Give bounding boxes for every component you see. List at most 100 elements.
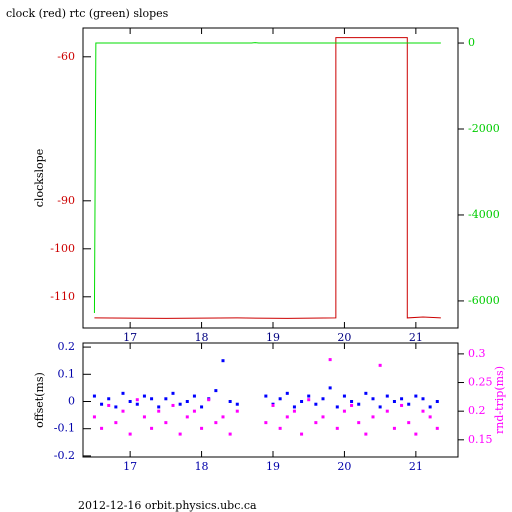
point [178, 402, 182, 406]
point [435, 426, 439, 430]
point [328, 386, 332, 390]
point [228, 399, 232, 403]
y-tick-label: -60 [57, 50, 75, 63]
x-tick-label: 18 [195, 460, 209, 473]
y2-tick-label: -4000 [468, 208, 500, 221]
x-tick-label: 20 [337, 331, 351, 344]
point [200, 426, 204, 430]
point [364, 391, 368, 395]
point [385, 409, 389, 413]
point [285, 415, 289, 419]
point [107, 403, 111, 407]
point [171, 391, 175, 395]
y2-tick-label: -2000 [468, 122, 500, 135]
point [200, 405, 204, 409]
point [157, 405, 161, 409]
point [192, 409, 196, 413]
y2-tick-label: 0.2 [468, 404, 486, 417]
point [221, 359, 225, 363]
point [278, 426, 282, 430]
y2-tick-label: 0.3 [468, 347, 486, 360]
point [121, 391, 125, 395]
point [285, 391, 289, 395]
point [314, 402, 318, 406]
point [371, 397, 375, 401]
point [385, 394, 389, 398]
x-tick-label: 21 [409, 331, 423, 344]
point [292, 405, 296, 409]
point [414, 394, 418, 398]
point [342, 394, 346, 398]
x-tick-label: 18 [195, 331, 209, 344]
y-tick-label: 0.1 [58, 367, 76, 380]
point [135, 398, 139, 402]
series-line [93, 42, 441, 313]
point [378, 405, 382, 409]
point [100, 426, 104, 430]
point [328, 358, 332, 362]
y-tick-label: 0 [68, 394, 75, 407]
y2-tick-label: 0.15 [468, 433, 493, 446]
x-tick-label: 19 [266, 331, 280, 344]
point [342, 409, 346, 413]
point [335, 405, 339, 409]
point [178, 432, 182, 436]
point [428, 415, 432, 419]
point [192, 394, 196, 398]
chart-title: clock (red) rtc (green) slopes [6, 7, 169, 20]
point [150, 426, 154, 430]
point [321, 397, 325, 401]
x-tick-label: 17 [123, 460, 137, 473]
point [114, 405, 118, 409]
point [364, 432, 368, 436]
point [300, 399, 304, 403]
point [228, 432, 232, 436]
x-tick-label: 17 [123, 331, 137, 344]
footer: 2012-12-16 orbit.physics.ubc.ca [78, 499, 257, 512]
point [357, 402, 361, 406]
point [92, 394, 96, 398]
point [307, 394, 311, 398]
plot-frame [82, 27, 459, 329]
point [407, 421, 411, 425]
point [400, 397, 404, 401]
y2-tick-label: -6000 [468, 294, 500, 307]
point [321, 415, 325, 419]
point [428, 405, 432, 409]
y-tick-label: -0.2 [54, 449, 75, 462]
point [185, 399, 189, 403]
point [421, 397, 425, 401]
point [335, 426, 339, 430]
point [135, 402, 139, 406]
y2-tick-label: 0 [468, 36, 475, 49]
point [378, 363, 382, 367]
series-line [94, 37, 441, 319]
point [400, 403, 404, 407]
point [157, 409, 161, 413]
point [142, 394, 146, 398]
y-axis-label: offset(ms) [33, 372, 46, 428]
point [235, 402, 239, 406]
point [350, 399, 354, 403]
point [314, 421, 318, 425]
x-tick-label: 19 [266, 460, 280, 473]
y-tick-label: -100 [50, 242, 75, 255]
point [142, 415, 146, 419]
point [214, 421, 218, 425]
point [421, 409, 425, 413]
point [407, 402, 411, 406]
x-tick-label: 21 [409, 460, 423, 473]
y-tick-label: -90 [57, 194, 75, 207]
point [207, 398, 211, 402]
point [350, 403, 354, 407]
point [300, 432, 304, 436]
point [371, 415, 375, 419]
point [435, 399, 439, 403]
plot-frame [82, 342, 459, 458]
point [414, 432, 418, 436]
y-axis-label: clockslope [33, 149, 46, 207]
y2-axis-label: rnd-trip(ms) [493, 366, 506, 434]
point [392, 399, 396, 403]
point [357, 421, 361, 425]
